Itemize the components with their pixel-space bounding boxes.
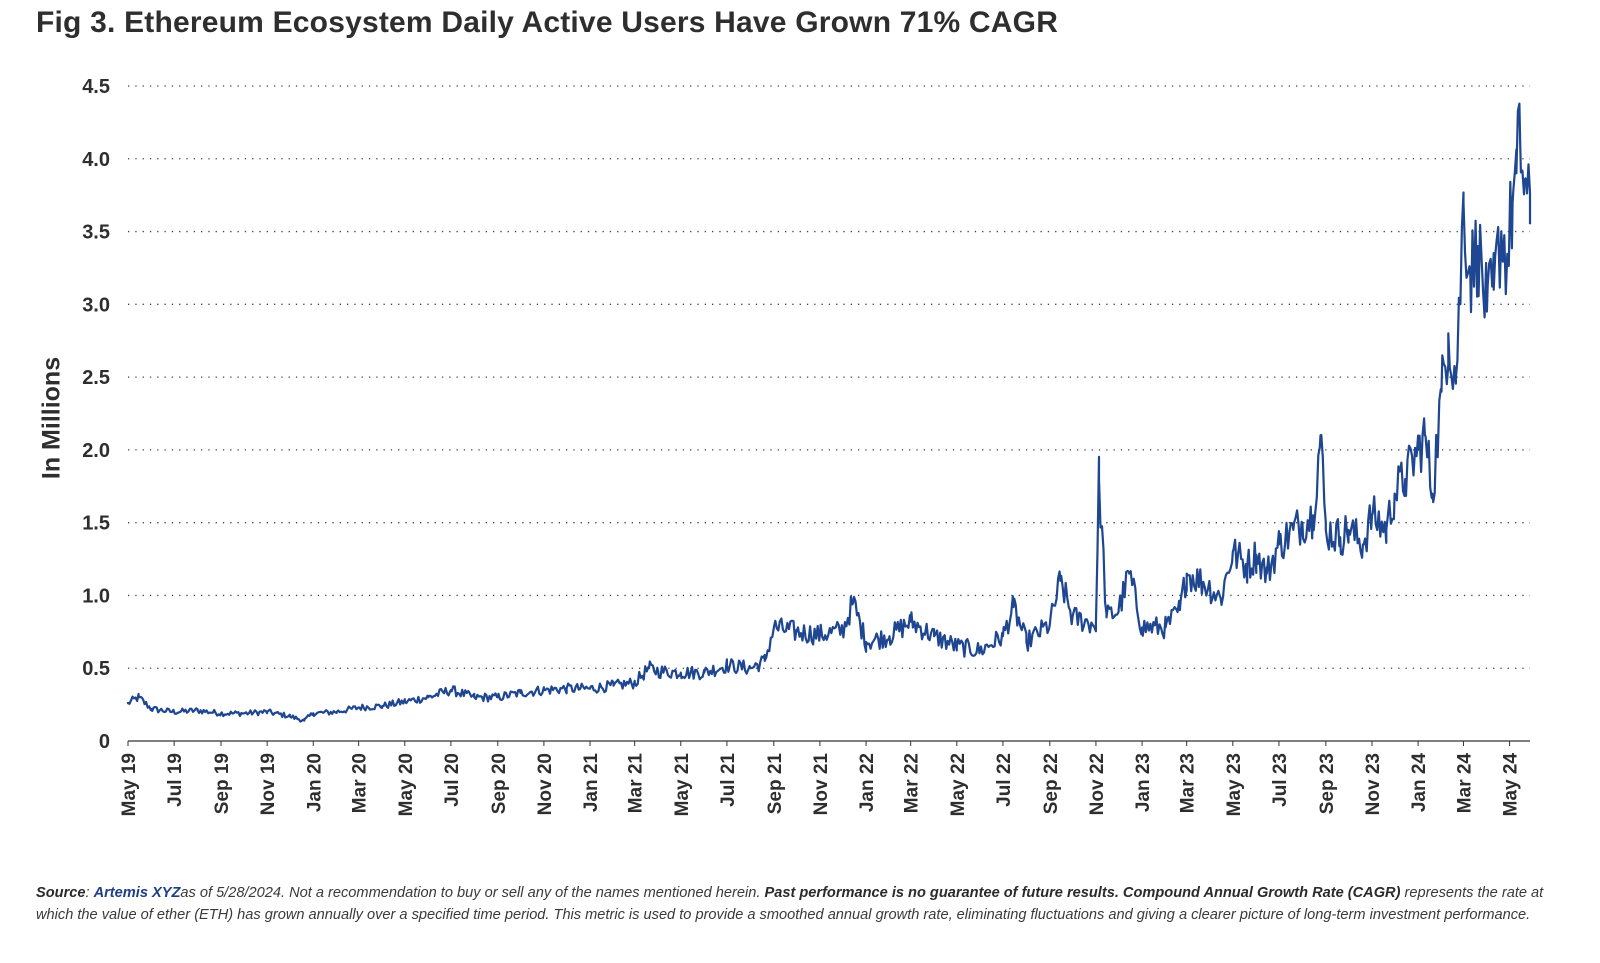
- x-tick-label: Mar 23: [1178, 753, 1199, 813]
- x-tick-label: Mar 21: [626, 753, 647, 814]
- y-tick-label: 2.5: [82, 367, 110, 389]
- x-tick-label: Jul 20: [442, 753, 463, 807]
- x-tick-label: Sep 22: [1041, 753, 1062, 814]
- x-tick-label: May 22: [948, 753, 969, 816]
- x-tick-label: Jan 22: [857, 753, 878, 812]
- x-axis-ticks: May 19 Jul 19 Sep 19 Nov 19 Jan 20 Mar 20 May …: [119, 741, 1522, 816]
- footnote-text-2: represents the rate at which the value o…: [36, 885, 1544, 923]
- x-tick-label: Jul 21: [718, 753, 739, 807]
- y-tick-label: 0: [99, 731, 110, 753]
- source-link[interactable]: Artemis XYZ: [93, 885, 181, 901]
- y-tick-label: 1.5: [82, 513, 110, 535]
- y-axis-label: In Millions: [37, 356, 66, 480]
- x-tick-label: May 20: [396, 753, 417, 816]
- x-tick-label: Mar 22: [902, 753, 923, 813]
- x-tick-label: May 21: [672, 753, 693, 817]
- x-tick-label: Nov 22: [1087, 753, 1108, 815]
- x-tick-label: Jan 21: [581, 753, 602, 813]
- x-tick-label: May 24: [1501, 753, 1522, 817]
- x-tick-label: Jan 20: [304, 753, 325, 812]
- y-tick-label: 3.5: [82, 222, 110, 244]
- gridlines: [128, 85, 1530, 669]
- chart-title: Fig 3. Ethereum Ecosystem Daily Active U…: [36, 6, 1059, 39]
- x-tick-label: Jul 22: [994, 753, 1015, 807]
- x-tick-label: Jul 19: [165, 753, 186, 807]
- x-tick-label: May 23: [1224, 753, 1245, 816]
- series-line-daily-active-users: [126, 102, 1532, 723]
- x-tick-label: Nov 23: [1363, 753, 1384, 815]
- y-axis-ticks: 0 0.5 1.0 1.5 2.0 2.5 3.0 3.5 4.0 4.5: [82, 76, 110, 753]
- x-tick-label: Nov 20: [535, 753, 556, 815]
- x-tick-label: Nov 21: [811, 753, 832, 816]
- x-tick-label: Sep 19: [212, 753, 233, 814]
- x-tick-label: Mar 24: [1454, 753, 1475, 814]
- footnote-disclaimer: Past performance is no guarantee of futu…: [764, 885, 1401, 901]
- y-tick-label: 4.5: [82, 76, 110, 98]
- x-tick-label: Sep 20: [489, 753, 510, 814]
- footnote: Source: Artemis XYZas of 5/28/2024. Not …: [36, 882, 1576, 926]
- x-tick-label: Nov 19: [258, 753, 279, 815]
- x-tick-label: Mar 20: [350, 753, 371, 813]
- x-tick-label: Jan 23: [1133, 753, 1154, 812]
- source-separator: :: [85, 885, 94, 901]
- source-label: Source: [36, 885, 86, 901]
- x-tick-label: Jul 23: [1270, 753, 1291, 807]
- footnote-text-1: as of 5/28/2024. Not a recommendation to…: [180, 885, 765, 901]
- y-tick-label: 2.0: [82, 440, 110, 462]
- x-tick-label: Sep 23: [1317, 753, 1338, 814]
- y-tick-label: 0.5: [82, 658, 110, 680]
- x-tick-label: Sep 21: [765, 753, 786, 815]
- y-tick-label: 1.0: [82, 585, 110, 607]
- x-tick-label: Jan 24: [1409, 753, 1430, 813]
- y-tick-label: 4.0: [82, 149, 110, 171]
- y-tick-label: 3.0: [82, 294, 110, 316]
- line-chart: 0 0.5 1.0 1.5 2.0 2.5 3.0 3.5 4.0 4.5 May 19 Jul 1…: [82, 76, 1532, 816]
- x-tick-label: May 19: [119, 753, 140, 816]
